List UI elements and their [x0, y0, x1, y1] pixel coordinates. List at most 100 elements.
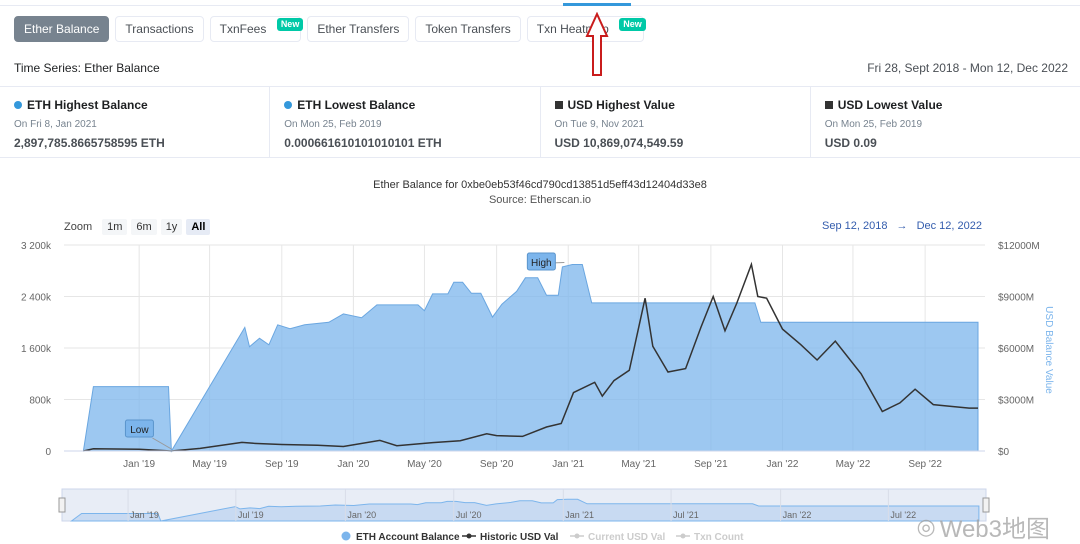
- legend-marker-icon: [680, 533, 686, 539]
- x-tick-label: Jan '21: [552, 459, 584, 470]
- navigator-tick-label: Jan '20: [347, 510, 376, 520]
- zoom-controls: Zoom 1m 6m 1y All: [64, 219, 211, 235]
- tab-label: Ether Transfers: [317, 22, 400, 36]
- eth-balance-area: [82, 264, 979, 453]
- legend-item[interactable]: Txn Count: [694, 532, 744, 543]
- stat-label: ETH Lowest Balance: [284, 98, 539, 112]
- x-tick-label: May '20: [407, 459, 442, 470]
- stat-label: USD Highest Value: [554, 98, 810, 112]
- navigator-tick-label: Jan '21: [565, 510, 594, 520]
- dot-icon: [14, 101, 22, 109]
- x-tick-label: Sep '19: [265, 459, 299, 470]
- legend-dot-icon: [341, 531, 351, 541]
- y-left-tick-label: 1 600k: [21, 344, 52, 355]
- y-right-axis-label: USD Balance Value: [1043, 306, 1054, 394]
- zoom-button-6m[interactable]: 6m: [131, 219, 157, 235]
- stat-value: USD 10,869,074,549.59: [554, 136, 684, 150]
- stat-label-text: USD Highest Value: [567, 98, 675, 112]
- zoom-label: Zoom: [64, 221, 93, 233]
- stat-value: 0.000661610101010101 ETH: [284, 136, 442, 150]
- y-right-tick-label: $12000M: [998, 241, 1040, 252]
- x-tick-label: Jan '19: [123, 459, 155, 470]
- y-right-tick-label: $6000M: [998, 344, 1034, 355]
- y-left-tick-label: 2 400k: [21, 293, 52, 304]
- stat-value: USD 0.09: [824, 136, 877, 150]
- zoom-button-1y[interactable]: 1y: [160, 219, 183, 235]
- stat-label-text: ETH Highest Balance: [27, 98, 148, 112]
- stats-panel: ETH Highest Balance On Fri 8, Jan 2021 2,8…: [0, 86, 1080, 158]
- tab-ether-balance[interactable]: Ether Balance: [14, 16, 110, 42]
- x-tick-label: Jan '22: [767, 459, 799, 470]
- stat-value: 2,897,785.8665758595 ETH: [14, 136, 165, 150]
- new-badge: New: [276, 18, 304, 31]
- date-range-selector[interactable]: Sep 12, 2018 → Dec 12, 2022: [822, 220, 982, 232]
- x-tick-label: Sep '20: [480, 459, 514, 470]
- low-label-box: [124, 419, 154, 438]
- dot-icon: [284, 101, 293, 109]
- tab-ether-transfers[interactable]: Ether Transfers: [307, 16, 410, 42]
- square-icon: [554, 101, 563, 109]
- watermark-text: Web3地图: [939, 516, 1050, 543]
- stat-date: On Fri 8, Jan 2021: [14, 119, 97, 130]
- legend-item[interactable]: Current USD Val: [588, 532, 665, 543]
- zoom-button-all[interactable]: All: [186, 219, 211, 235]
- navigator-handle-left: [58, 497, 66, 513]
- tab-bar: Ether Balance Transactions TxnFees New Ether…: [14, 16, 646, 42]
- navigator-tick-label: Jan '19: [130, 510, 159, 520]
- tab-label: Transactions: [125, 22, 194, 36]
- tab-transactions[interactable]: Transactions: [115, 16, 204, 42]
- stat-date: On Mon 25, Feb 2019: [824, 119, 923, 130]
- chart-title: Ether Balance for 0xbe0eb53f46cd790cd138…: [373, 179, 707, 191]
- high-label-box: [526, 252, 556, 271]
- navigator-series: [69, 498, 980, 522]
- x-tick-label: Sep '22: [908, 459, 942, 470]
- series-date-range: Fri 28, Sept 2018 - Mon 12, Dec 2022: [867, 61, 1068, 75]
- watermark: ◎ Web3地图: [917, 509, 1050, 544]
- stat-label-text: USD Lowest Value: [837, 98, 943, 112]
- top-nav-underline: [0, 0, 1080, 6]
- tab-label: Ether Balance: [24, 22, 100, 36]
- new-badge: New: [619, 18, 646, 31]
- stat-card: USD Highest Value On Tue 9, Nov 2021 USD 1…: [541, 87, 811, 157]
- tab-label: Token Transfers: [425, 22, 511, 36]
- stat-date: On Mon 25, Feb 2019: [284, 119, 382, 130]
- zoom-button-1m[interactable]: 1m: [102, 219, 128, 235]
- range-from[interactable]: Sep 12, 2018: [821, 220, 888, 232]
- low-connector: [152, 437, 172, 450]
- y-left-tick-label: 3 200k: [21, 241, 52, 252]
- square-icon: [824, 101, 833, 109]
- y-right-tick-label: $9000M: [998, 293, 1034, 304]
- stat-label: USD Lowest Value: [824, 98, 1080, 112]
- navigator-tick-label: Jan '22: [783, 510, 812, 520]
- x-tick-label: May '19: [192, 459, 227, 470]
- y-right-tick-label: $3000M: [998, 396, 1034, 407]
- navigator-handle-right: [982, 497, 990, 513]
- low-annotation: Low: [130, 425, 149, 436]
- ether-balance-chart: 0 800k 1 600k 2 400k 3 200k $0 $3000M $6000M $90…: [21, 241, 1054, 543]
- tab-token-transfers[interactable]: Token Transfers: [415, 16, 521, 42]
- legend-marker-icon: [466, 533, 472, 539]
- navigator-tick-label: Jul '20: [456, 510, 482, 520]
- series-title: Time Series: Ether Balance: [14, 61, 160, 75]
- stat-card: ETH Lowest Balance On Mon 25, Feb 2019 0.0…: [270, 87, 541, 157]
- x-tick-label: May '21: [621, 459, 656, 470]
- y-left-tick-label: 800k: [29, 396, 52, 407]
- range-to[interactable]: Dec 12, 2022: [916, 220, 982, 232]
- stat-card: USD Lowest Value On Mon 25, Feb 2019 USD 0…: [811, 87, 1080, 157]
- legend-item[interactable]: ETH Account Balance: [356, 532, 460, 543]
- red-up-arrow-icon: [585, 12, 609, 76]
- legend-marker-icon: [574, 533, 580, 539]
- y-left-tick-label: 0: [45, 447, 51, 458]
- wechat-icon: ◎: [916, 513, 936, 539]
- x-tick-label: Sep '21: [694, 459, 728, 470]
- stat-card: ETH Highest Balance On Fri 8, Jan 2021 2,8…: [0, 87, 271, 157]
- x-tick-label: May '22: [836, 459, 871, 470]
- chart-source: Source: Etherscan.io: [488, 194, 592, 206]
- high-annotation: High: [531, 258, 552, 269]
- active-nav-indicator: [563, 3, 631, 6]
- stat-label-text: ETH Lowest Balance: [297, 98, 416, 112]
- legend-item[interactable]: Historic USD Val: [480, 532, 559, 543]
- historic-usd-line: [83, 261, 978, 452]
- tab-txnfees[interactable]: TxnFees New: [209, 16, 304, 42]
- stat-date: On Tue 9, Nov 2021: [554, 119, 645, 130]
